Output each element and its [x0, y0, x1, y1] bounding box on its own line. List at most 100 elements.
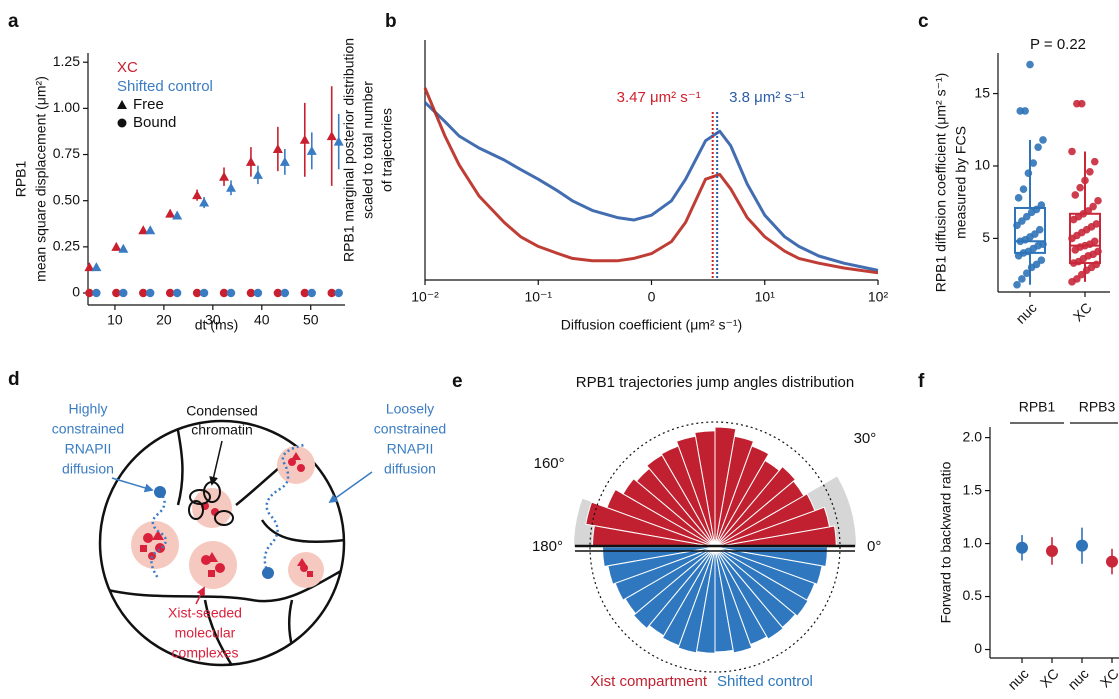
y-tick-label: 10: [974, 157, 990, 173]
angle-bar: [585, 501, 716, 548]
label-line: Loosely: [386, 401, 434, 417]
bound-marker: [219, 288, 229, 298]
panel-label: d: [8, 369, 20, 390]
data-point: [1076, 539, 1088, 552]
legend-label: Free: [133, 96, 164, 113]
free-marker: [333, 136, 344, 146]
legend-label: Shifted control: [117, 78, 213, 95]
data-point: [1014, 194, 1023, 202]
legend-label: Bound: [133, 114, 176, 131]
y-tick-label: 5: [982, 229, 990, 245]
y-tick-label: 0.25: [53, 238, 80, 254]
x-tick-label: 0: [648, 289, 656, 305]
y-axis-label: of trajectories: [379, 108, 395, 192]
data-point: [1077, 99, 1086, 108]
free-marker: [138, 225, 149, 235]
y-axis-label: mean square displacement (μm²): [33, 76, 49, 282]
data-point: [1019, 185, 1028, 193]
y-tick-label: 1.0: [963, 534, 983, 550]
diagram: Highly constrained RNAPII diffusion Cond…: [52, 401, 446, 667]
angle-bar: [645, 454, 716, 548]
label-line: RNAPII: [387, 441, 434, 457]
data-point: [1092, 220, 1101, 228]
legend-label: XC: [117, 59, 138, 76]
legend-label: Xist compartment: [590, 673, 708, 690]
angle-bar: [714, 493, 816, 548]
y-axis-label: RPB1 diffusion coefficient (μm² s⁻¹): [933, 73, 949, 293]
data-point: [1024, 169, 1033, 178]
x-tick-label: 10: [107, 312, 123, 328]
bound-marker: [199, 288, 209, 298]
data-point: [1094, 196, 1102, 205]
x-tick-label: 30: [205, 312, 221, 328]
data-point: [1092, 260, 1101, 269]
legend-label: Shifted control: [717, 673, 813, 690]
free-marker: [199, 197, 210, 207]
x-tick-label: XC: [1037, 665, 1062, 690]
data-point: [1032, 205, 1041, 214]
data-point: [1071, 191, 1080, 199]
data-point: [1032, 260, 1041, 269]
data-point: [1081, 176, 1089, 185]
density-curve: [423, 87, 879, 275]
label-line: RNAPII: [65, 441, 112, 457]
angle-bar: [660, 445, 716, 548]
data-point: [1073, 275, 1081, 283]
data-point: [1018, 275, 1026, 283]
label-line: diffusion: [384, 461, 436, 477]
panel-label: f: [918, 371, 925, 392]
data-point: [1013, 280, 1021, 289]
y-tick-label: 2.0: [963, 428, 983, 444]
data-point: [1089, 202, 1097, 211]
data-point: [1046, 544, 1058, 557]
bound-marker: [334, 288, 343, 298]
data-point: [1077, 270, 1086, 279]
median-label: 3.47 μm² s⁻¹: [617, 89, 701, 106]
data-point: [1021, 107, 1029, 115]
angle-bar: [614, 546, 716, 601]
data-point: [1013, 221, 1021, 230]
data-point: [1022, 269, 1031, 277]
bound-marker: [327, 288, 336, 298]
data-point: [1084, 207, 1093, 215]
y-axis-label: scaled to total number: [360, 81, 376, 219]
x-tick-label: XC: [1097, 665, 1119, 690]
free-marker: [279, 156, 290, 166]
free-marker: [219, 171, 230, 181]
median-label: 3.8 μm² s⁻¹: [729, 89, 805, 106]
y-tick-label: 0.75: [53, 145, 80, 161]
angle-tick-label: 30°: [854, 430, 877, 447]
free-marker: [272, 144, 283, 153]
data-point: [1090, 157, 1099, 166]
bound-marker: [300, 288, 309, 298]
bound-marker: [92, 288, 101, 298]
x-tick-label: XC: [1070, 299, 1095, 324]
x-tick-label: 10¹: [755, 289, 776, 305]
y-tick-label: 0: [974, 640, 982, 656]
y-tick-label: 15: [974, 84, 990, 100]
free-marker: [91, 262, 102, 272]
label-line: constrained: [374, 421, 446, 437]
x-tick-label: nuc: [1004, 665, 1031, 692]
y-axis-label: RPB1: [13, 161, 29, 198]
free-marker: [84, 262, 95, 272]
data-point: [1094, 247, 1102, 256]
x-tick-label: 50: [303, 312, 319, 328]
bound-marker: [226, 288, 236, 298]
bound-marker: [146, 288, 155, 298]
label-line: diffusion: [62, 461, 114, 477]
y-tick-label: 0.50: [53, 191, 80, 207]
x-tick-label: 20: [156, 312, 172, 328]
bound-marker: [112, 288, 121, 298]
bound-marker: [172, 288, 182, 298]
data-point: [1037, 256, 1046, 264]
legend-marker: [117, 100, 127, 109]
bound-marker: [165, 288, 175, 298]
free-marker: [326, 131, 337, 141]
data-point: [1022, 212, 1031, 221]
angle-bar: [695, 546, 716, 654]
y-axis-label: Forward to backward ratio: [938, 461, 954, 623]
x-tick-label: 40: [254, 312, 270, 328]
data-point: [1029, 159, 1038, 167]
y-tick-label: 1.5: [963, 481, 983, 497]
